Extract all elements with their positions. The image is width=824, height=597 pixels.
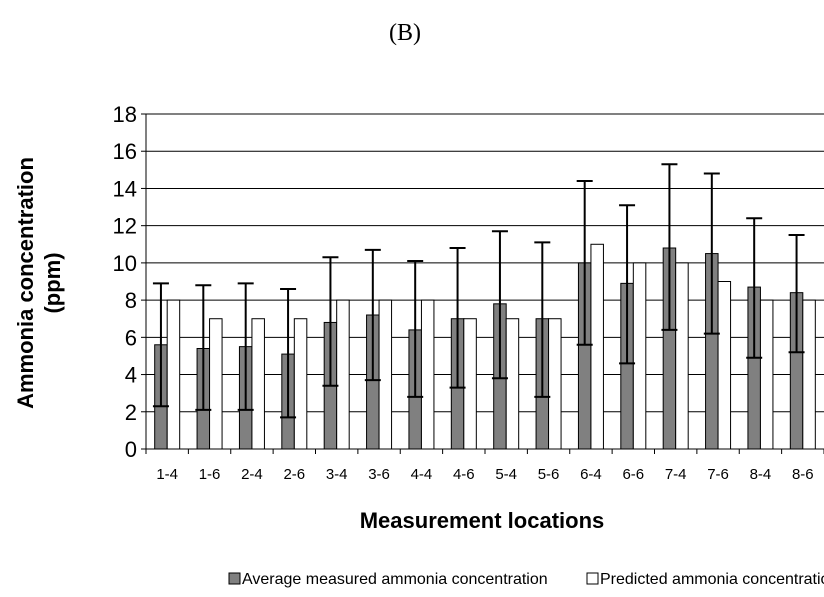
- legend-label-predicted: Predicted ammonia concentration: [600, 571, 824, 588]
- bar-predicted-5-6: [548, 318, 562, 450]
- y-tick-labels: 0 2 4 6 8 10 12 14 16 18: [113, 102, 137, 462]
- error-bars: [152, 163, 805, 419]
- x-tick-label: 5-6: [538, 466, 560, 483]
- bar-predicted-6-6: [632, 262, 647, 450]
- bar-predicted-7-4: [675, 262, 689, 450]
- x-tick-label: 4-6: [453, 466, 475, 483]
- bar-predicted-6-4: [590, 243, 604, 450]
- x-tick-label: 1-4: [156, 466, 178, 483]
- x-tick-label: 6-4: [580, 466, 602, 483]
- x-tick-label: 5-4: [495, 466, 517, 483]
- bar-predicted-5-4: [505, 318, 520, 450]
- x-tick-labels: 1-4 1-6 2-4 2-6 3-4 3-6 4-4 4-6 5-4 5-6 6-4 6-6 7-4 7…: [156, 466, 813, 483]
- legend-swatch-predicted: [586, 572, 599, 585]
- x-tick-label: 6-6: [622, 466, 644, 483]
- y-tick-label: 18: [113, 102, 137, 127]
- x-tick-label: 8-6: [792, 466, 814, 483]
- bar-predicted-8-6: [802, 299, 816, 450]
- legend-swatch-measured: [228, 572, 241, 585]
- y-tick-label: 10: [113, 251, 137, 276]
- y-tick-label: 2: [125, 400, 137, 425]
- y-tick-label: 12: [113, 214, 137, 239]
- x-tick-label: 8-4: [750, 466, 772, 483]
- x-tick-label: 3-6: [368, 466, 390, 483]
- x-tick-label: 1-6: [199, 466, 221, 483]
- y-tick-label: 8: [125, 288, 137, 313]
- legend-label-measured: Average measured ammonia concentration: [242, 571, 548, 588]
- bar-predicted-8-4: [759, 299, 774, 450]
- bar-predicted-3-4: [336, 299, 350, 450]
- y-tick-label: 16: [113, 139, 137, 164]
- y-tick-label: 4: [125, 363, 137, 388]
- bar-predicted-7-6: [717, 281, 732, 450]
- y-axis-title-line1: Ammonia concentration: [13, 157, 38, 409]
- x-axis-title: Measurement locations: [360, 508, 605, 533]
- legend: Average measured ammonia concentration P…: [228, 571, 824, 588]
- bars: [154, 243, 816, 450]
- x-tick-label: 3-4: [326, 466, 348, 483]
- x-tick-label: 4-4: [411, 466, 433, 483]
- bar-predicted-4-4: [420, 299, 435, 450]
- y-axis-title-line2: (ppm): [40, 252, 65, 313]
- bar-predicted-1-4: [166, 299, 181, 450]
- bar-predicted-1-6: [209, 318, 223, 450]
- x-tick-label: 7-4: [665, 466, 687, 483]
- bar-predicted-3-6: [378, 299, 393, 450]
- y-tick-label: 0: [125, 437, 137, 462]
- x-tick-label: 2-6: [283, 466, 305, 483]
- bar-predicted-2-6: [293, 318, 308, 450]
- bar-predicted-2-4: [251, 318, 265, 450]
- y-tick-label: 14: [113, 176, 137, 201]
- axes: [141, 113, 824, 454]
- bar-predicted-4-6: [463, 318, 477, 450]
- x-tick-label: 2-4: [241, 466, 263, 483]
- panel-label: (B): [389, 20, 421, 46]
- y-tick-label: 6: [125, 325, 137, 350]
- x-tick-label: 7-6: [707, 466, 729, 483]
